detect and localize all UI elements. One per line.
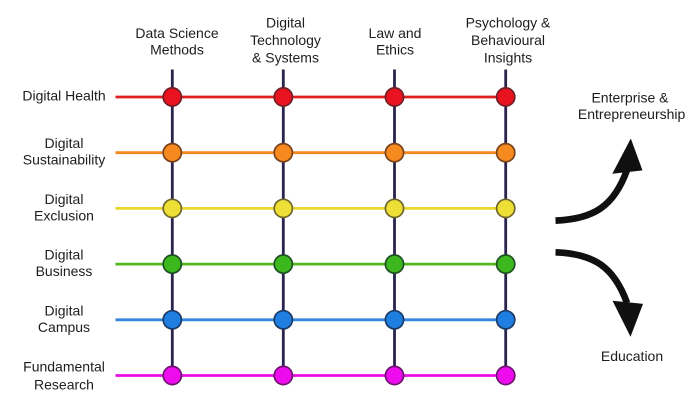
svg-text:Enterprise &: Enterprise & [591, 90, 669, 106]
svg-text:Digital Health: Digital Health [22, 88, 105, 104]
svg-text:Psychology &: Psychology & [466, 15, 551, 31]
svg-text:Fundamental: Fundamental [23, 359, 105, 375]
svg-text:Business: Business [36, 263, 93, 279]
svg-text:Research: Research [34, 377, 94, 393]
svg-text:Law and: Law and [369, 25, 422, 41]
svg-text:Insights: Insights [484, 49, 532, 65]
svg-text:Digital: Digital [45, 302, 84, 318]
svg-text:Digital: Digital [266, 15, 305, 31]
svg-text:Digital: Digital [45, 247, 84, 263]
svg-text:Behavioural: Behavioural [471, 32, 545, 48]
svg-text:Methods: Methods [150, 41, 204, 57]
svg-text:Entrepreneurship: Entrepreneurship [578, 106, 686, 122]
svg-text:& Systems: & Systems [252, 49, 319, 65]
svg-text:Data Science: Data Science [135, 25, 218, 41]
svg-text:Campus: Campus [38, 319, 90, 335]
svg-text:Digital: Digital [45, 135, 84, 151]
svg-text:Digital: Digital [45, 191, 84, 207]
svg-text:Sustainability: Sustainability [23, 152, 106, 168]
svg-text:Technology: Technology [250, 32, 321, 48]
svg-text:Education: Education [601, 348, 663, 364]
svg-text:Exclusion: Exclusion [34, 207, 94, 223]
svg-text:Ethics: Ethics [376, 41, 414, 57]
